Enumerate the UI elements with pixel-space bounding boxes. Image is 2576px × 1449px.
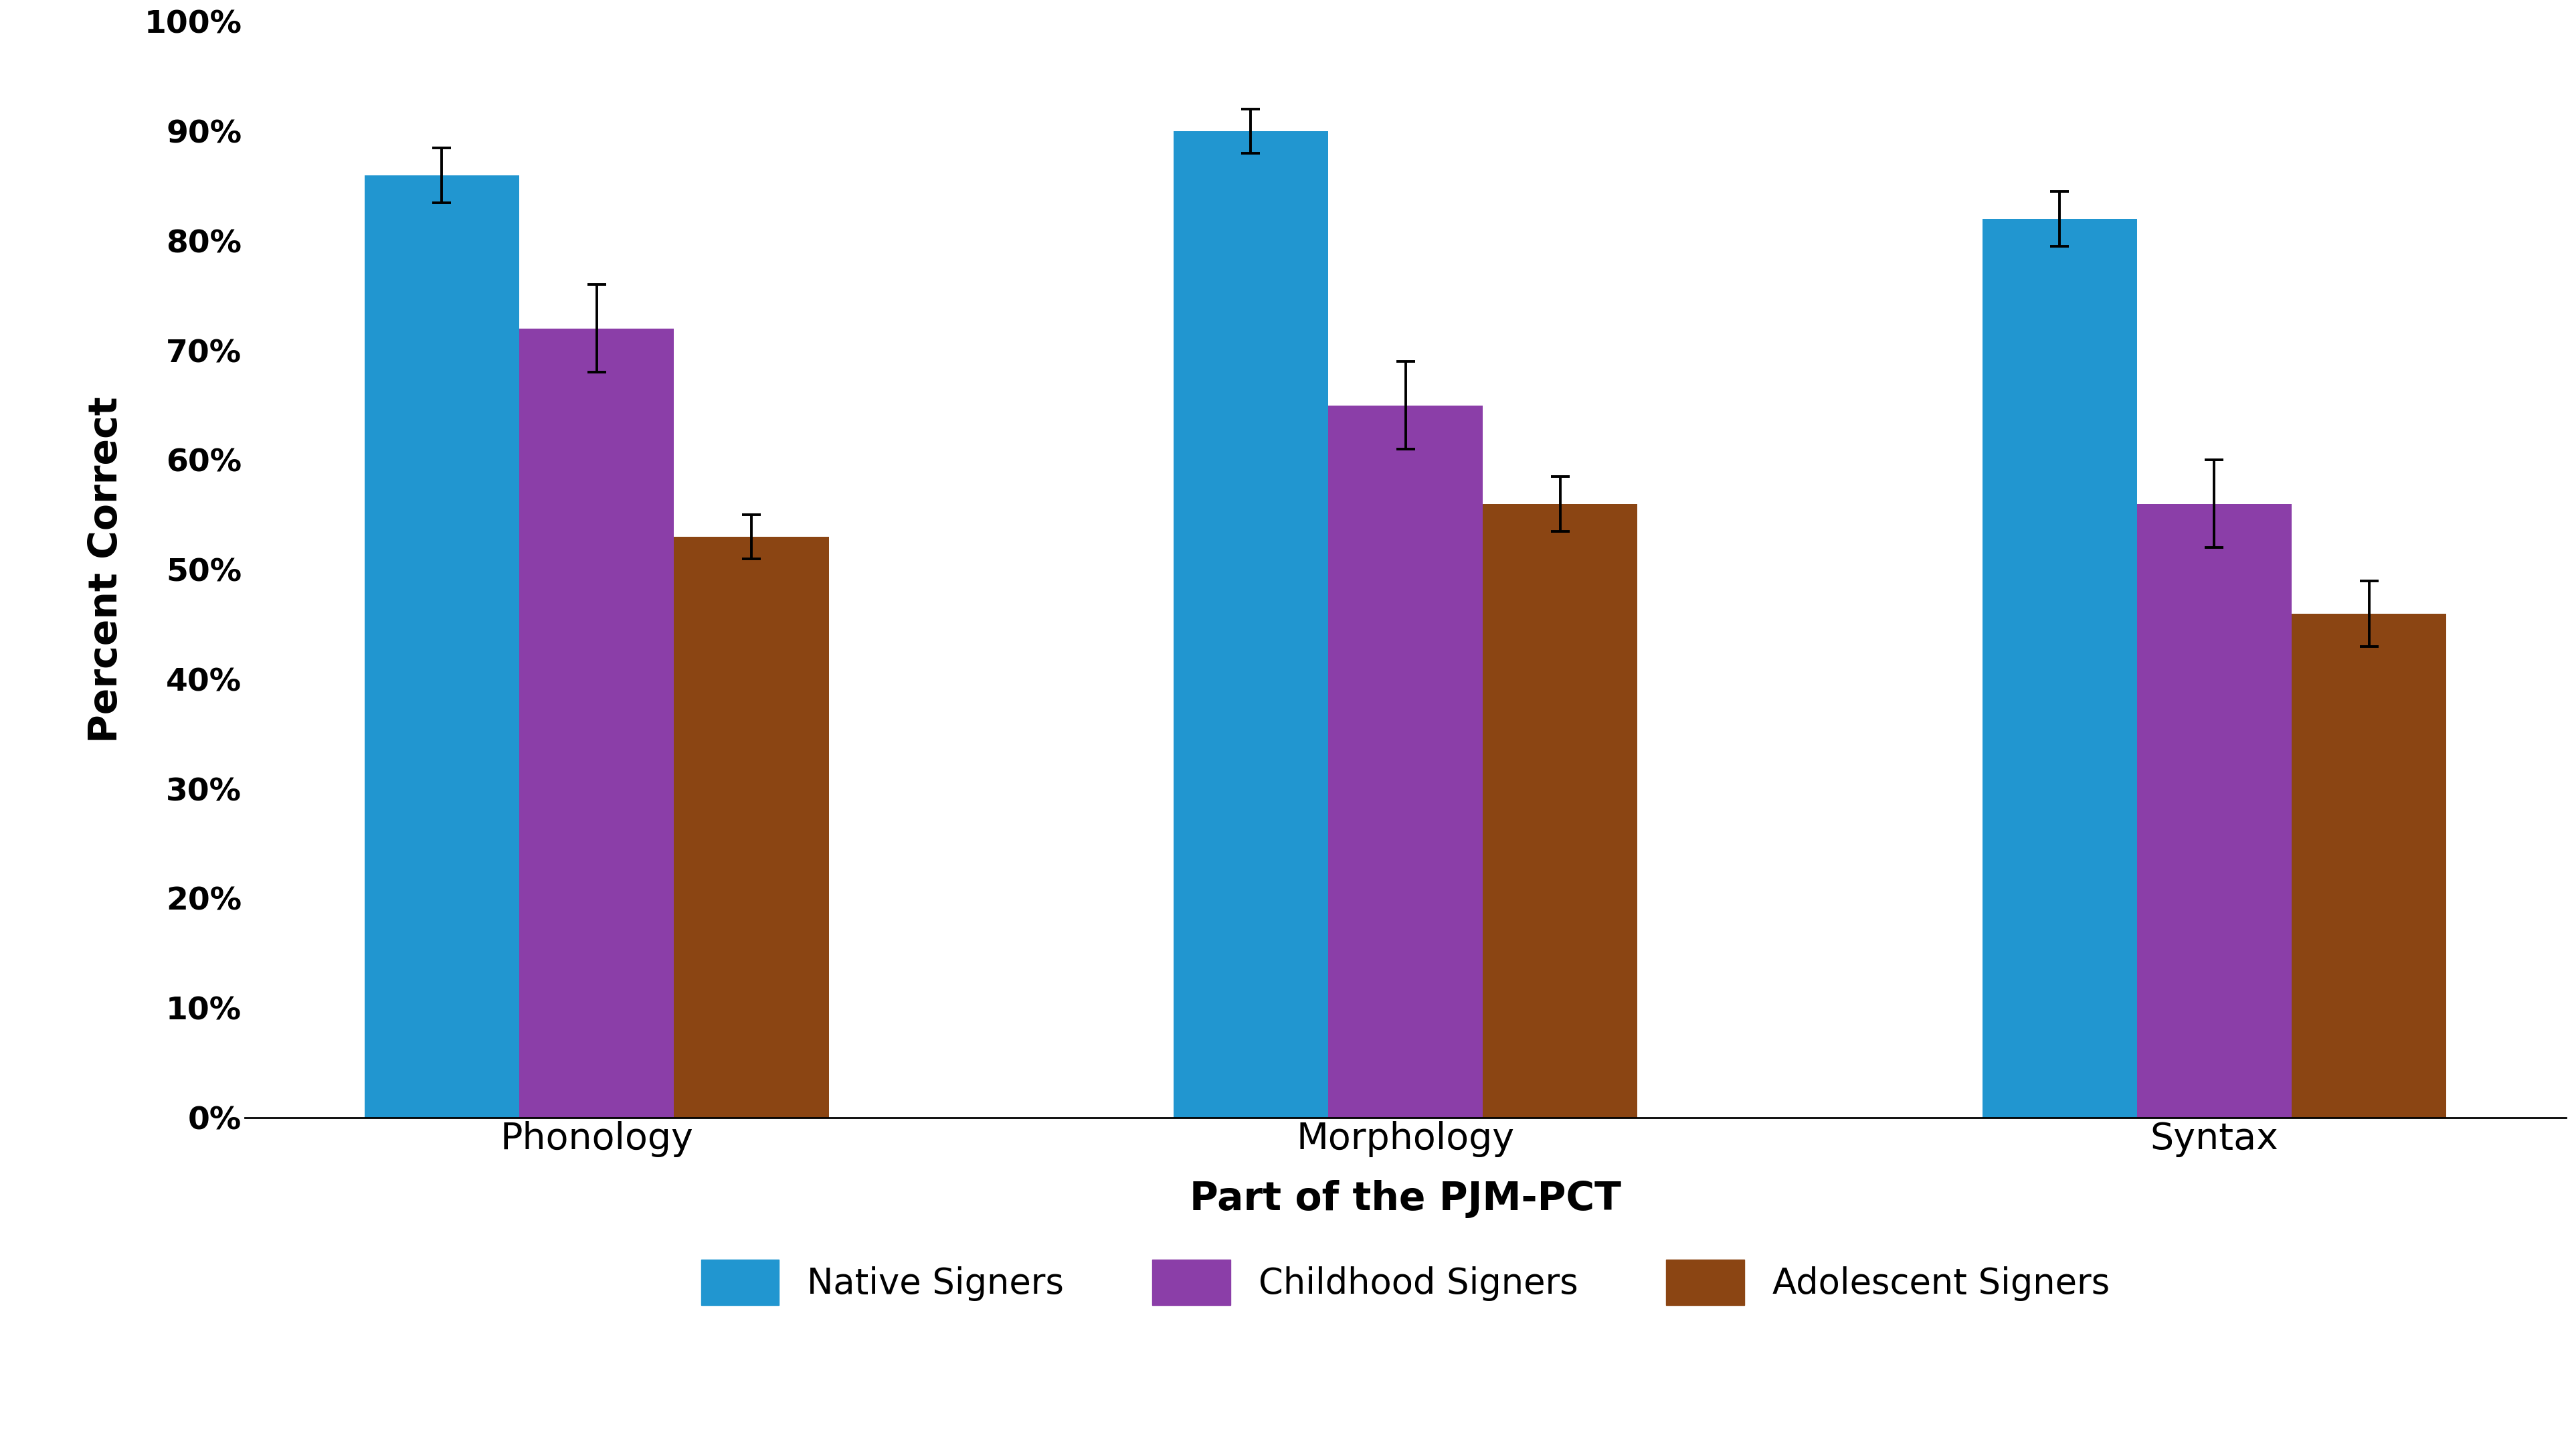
Legend: Native Signers, Childhood Signers, Adolescent Signers: Native Signers, Childhood Signers, Adole… xyxy=(688,1245,2123,1319)
Bar xyxy=(1484,504,1638,1117)
X-axis label: Part of the PJM-PCT: Part of the PJM-PCT xyxy=(1190,1179,1620,1219)
Bar xyxy=(2138,504,2293,1117)
Bar xyxy=(520,329,675,1117)
Bar xyxy=(2293,613,2447,1117)
Bar xyxy=(675,536,829,1117)
Y-axis label: Percent Correct: Percent Correct xyxy=(88,397,126,743)
Bar xyxy=(1175,132,1329,1117)
Bar xyxy=(1981,219,2138,1117)
Bar xyxy=(1329,406,1484,1117)
Bar xyxy=(366,175,520,1117)
